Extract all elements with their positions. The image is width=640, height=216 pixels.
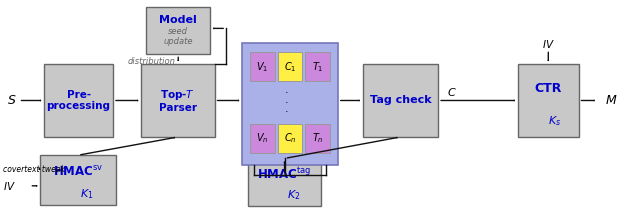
- Text: Top-$T$
Parser: Top-$T$ Parser: [159, 88, 197, 113]
- Text: seed
update: seed update: [163, 27, 193, 46]
- Text: $IV$: $IV$: [3, 180, 15, 192]
- Text: $IV$: $IV$: [542, 38, 555, 50]
- Text: $K_2$: $K_2$: [287, 188, 300, 202]
- FancyBboxPatch shape: [248, 158, 321, 206]
- Text: HMAC$^{\sf tag}$: HMAC$^{\sf tag}$: [257, 166, 312, 182]
- Text: $T_n$: $T_n$: [312, 132, 323, 146]
- Text: Model: Model: [159, 15, 197, 25]
- Text: $V_1$: $V_1$: [257, 60, 269, 74]
- FancyBboxPatch shape: [250, 52, 275, 81]
- FancyBboxPatch shape: [278, 52, 302, 81]
- FancyBboxPatch shape: [363, 64, 438, 137]
- Text: $T_1$: $T_1$: [312, 60, 323, 74]
- Text: $C_n$: $C_n$: [284, 132, 296, 146]
- FancyBboxPatch shape: [250, 124, 275, 153]
- Text: $V_n$: $V_n$: [256, 132, 269, 146]
- Text: Pre-
processing: Pre- processing: [47, 90, 111, 111]
- FancyBboxPatch shape: [44, 64, 113, 137]
- Text: distribution: distribution: [127, 57, 175, 66]
- Text: covertext tweak: covertext tweak: [3, 165, 65, 173]
- FancyBboxPatch shape: [305, 52, 330, 81]
- Text: CTR: CTR: [534, 82, 562, 95]
- Text: $C_1$: $C_1$: [284, 60, 296, 74]
- FancyBboxPatch shape: [305, 124, 330, 153]
- Text: HMAC$^{\sf sv}$: HMAC$^{\sf sv}$: [53, 165, 103, 178]
- FancyBboxPatch shape: [141, 64, 214, 137]
- Text: Tag check: Tag check: [370, 95, 431, 105]
- Text: $K_1$: $K_1$: [80, 187, 94, 201]
- Text: $M$: $M$: [605, 94, 618, 107]
- Text: $C$: $C$: [447, 86, 457, 98]
- Text: $K_s$: $K_s$: [548, 114, 561, 128]
- FancyBboxPatch shape: [278, 124, 302, 153]
- Text: $S$: $S$: [8, 94, 17, 107]
- Text: ·
·
·: · · ·: [285, 88, 289, 117]
- FancyBboxPatch shape: [40, 155, 116, 205]
- FancyBboxPatch shape: [518, 64, 579, 137]
- FancyBboxPatch shape: [242, 43, 338, 165]
- FancyBboxPatch shape: [147, 7, 210, 54]
